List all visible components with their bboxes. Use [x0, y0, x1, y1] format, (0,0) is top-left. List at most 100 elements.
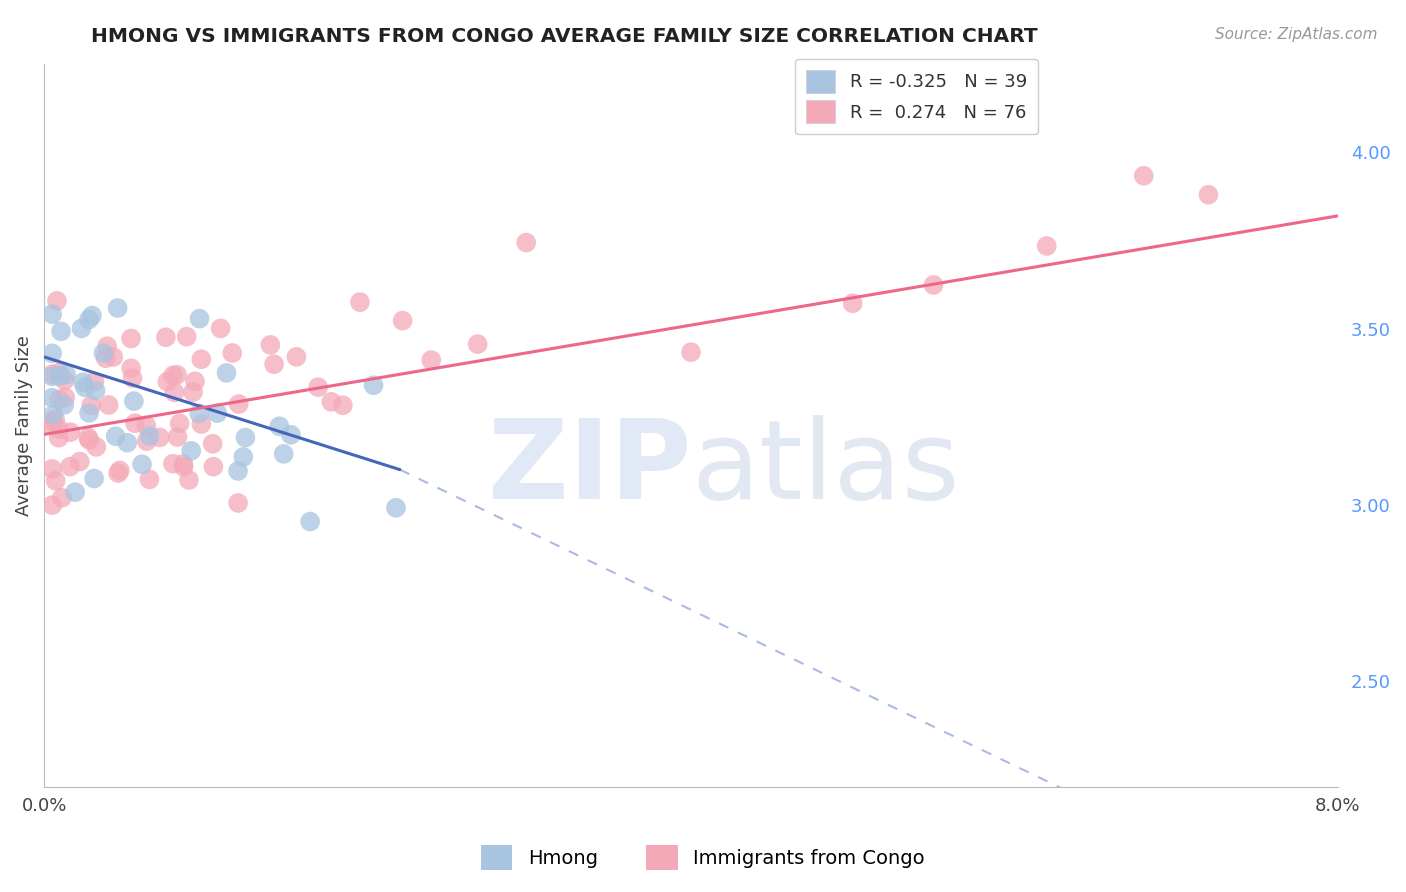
- Point: [332, 398, 354, 412]
- Point: [188, 311, 211, 326]
- Point: [228, 397, 250, 411]
- Point: [53, 391, 76, 405]
- Point: [263, 357, 285, 371]
- Point: [176, 329, 198, 343]
- Point: [108, 463, 131, 477]
- Legend: R = -0.325   N = 39, R =  0.274   N = 76: R = -0.325 N = 39, R = 0.274 N = 76: [796, 59, 1038, 134]
- Point: [232, 450, 254, 464]
- Text: Source: ZipAtlas.com: Source: ZipAtlas.com: [1215, 27, 1378, 42]
- Point: [77, 312, 100, 326]
- Point: [138, 472, 160, 486]
- Point: [135, 418, 157, 433]
- Point: [149, 430, 172, 444]
- Point: [273, 447, 295, 461]
- Point: [269, 419, 291, 434]
- Point: [44, 412, 66, 426]
- Point: [515, 235, 537, 250]
- Point: [138, 429, 160, 443]
- Point: [190, 352, 212, 367]
- Point: [162, 457, 184, 471]
- Point: [679, 345, 702, 359]
- Point: [420, 353, 443, 368]
- Point: [391, 314, 413, 328]
- Point: [70, 321, 93, 335]
- Point: [104, 429, 127, 443]
- Point: [299, 515, 322, 529]
- Point: [215, 366, 238, 380]
- Point: [166, 430, 188, 444]
- Point: [107, 466, 129, 480]
- Point: [72, 376, 94, 390]
- Point: [349, 295, 371, 310]
- Point: [41, 498, 63, 512]
- Point: [156, 375, 179, 389]
- Point: [93, 346, 115, 360]
- Point: [162, 368, 184, 383]
- Point: [209, 321, 232, 335]
- Point: [173, 459, 195, 474]
- Point: [63, 485, 86, 500]
- Point: [41, 346, 63, 360]
- Point: [53, 374, 76, 388]
- Point: [80, 309, 103, 323]
- Point: [46, 293, 69, 308]
- Point: [84, 384, 107, 398]
- Y-axis label: Average Family Size: Average Family Size: [15, 335, 32, 516]
- Point: [97, 398, 120, 412]
- Point: [321, 394, 343, 409]
- Point: [922, 277, 945, 292]
- Point: [77, 406, 100, 420]
- Point: [226, 464, 249, 478]
- Point: [166, 368, 188, 382]
- Point: [48, 366, 70, 380]
- Point: [280, 427, 302, 442]
- Point: [163, 385, 186, 400]
- Point: [41, 414, 63, 428]
- Text: atlas: atlas: [690, 416, 959, 523]
- Point: [184, 374, 207, 388]
- Point: [180, 443, 202, 458]
- Point: [41, 367, 63, 381]
- Point: [96, 339, 118, 353]
- Point: [226, 496, 249, 510]
- Text: HMONG VS IMMIGRANTS FROM CONGO AVERAGE FAMILY SIZE CORRELATION CHART: HMONG VS IMMIGRANTS FROM CONGO AVERAGE F…: [91, 27, 1038, 45]
- Point: [190, 417, 212, 431]
- Point: [117, 435, 139, 450]
- Point: [172, 457, 194, 471]
- Point: [131, 458, 153, 472]
- Point: [51, 491, 73, 505]
- Point: [42, 408, 65, 422]
- Point: [41, 369, 63, 384]
- Legend: Hmong, Immigrants from Congo: Hmong, Immigrants from Congo: [474, 838, 932, 878]
- Point: [41, 391, 63, 405]
- Point: [80, 398, 103, 412]
- Point: [202, 459, 225, 474]
- Point: [188, 407, 211, 421]
- Point: [122, 394, 145, 409]
- Point: [1132, 169, 1154, 183]
- Point: [467, 337, 489, 351]
- Point: [77, 430, 100, 444]
- Point: [1035, 239, 1057, 253]
- Point: [53, 398, 76, 412]
- Point: [385, 500, 408, 515]
- Point: [363, 378, 385, 392]
- Point: [221, 346, 243, 360]
- Point: [207, 406, 229, 420]
- Point: [55, 368, 77, 382]
- Point: [41, 418, 63, 433]
- Point: [235, 431, 257, 445]
- Point: [94, 351, 117, 366]
- Point: [1197, 187, 1219, 202]
- Point: [259, 338, 281, 352]
- Point: [69, 454, 91, 468]
- Point: [49, 324, 72, 338]
- Point: [59, 459, 82, 474]
- Point: [86, 440, 108, 454]
- Point: [107, 301, 129, 315]
- Point: [77, 433, 100, 447]
- Point: [48, 369, 70, 384]
- Point: [73, 380, 96, 394]
- Point: [120, 361, 142, 376]
- Point: [181, 385, 204, 400]
